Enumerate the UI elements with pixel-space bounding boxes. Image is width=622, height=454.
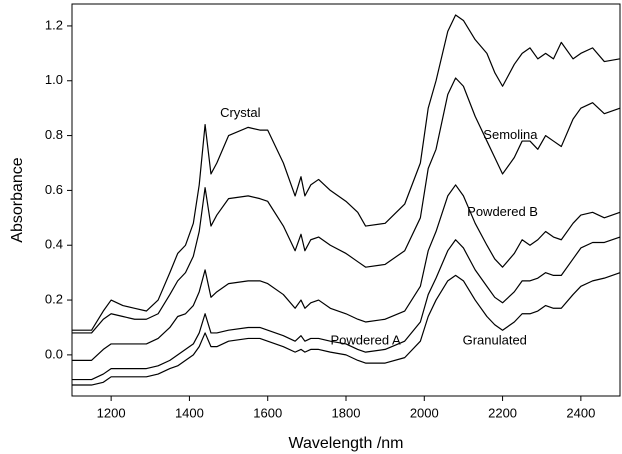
x-tick-label: 1200 bbox=[97, 405, 126, 420]
x-tick-label: 2400 bbox=[566, 405, 595, 420]
x-tick-label: 2000 bbox=[410, 405, 439, 420]
series-label: Powdered A bbox=[331, 333, 401, 348]
series-label: Granulated bbox=[463, 333, 527, 348]
y-tick-label: 0.8 bbox=[45, 127, 63, 142]
x-tick-label: 1800 bbox=[332, 405, 361, 420]
y-axis-title: Absorbance bbox=[9, 157, 26, 242]
series-line bbox=[72, 77, 621, 334]
y-tick-label: 0.4 bbox=[45, 237, 63, 252]
y-tick-label: 0.0 bbox=[45, 346, 63, 361]
series-line bbox=[72, 236, 621, 381]
series-line bbox=[72, 272, 621, 386]
series-label: Crystal bbox=[220, 105, 261, 120]
series-label: Semolina bbox=[483, 127, 538, 142]
y-tick-label: 0.6 bbox=[45, 182, 63, 197]
series-line bbox=[72, 184, 621, 361]
series-line bbox=[72, 14, 621, 331]
x-tick-label: 2200 bbox=[488, 405, 517, 420]
y-tick-label: 1.2 bbox=[45, 17, 63, 32]
x-tick-label: 1400 bbox=[175, 405, 204, 420]
series-label: Powdered B bbox=[467, 204, 538, 219]
y-tick-label: 1.0 bbox=[45, 72, 63, 87]
y-tick-label: 0.2 bbox=[45, 291, 63, 306]
x-tick-label: 1600 bbox=[253, 405, 282, 420]
x-axis-title: Wavelength /nm bbox=[288, 435, 403, 452]
